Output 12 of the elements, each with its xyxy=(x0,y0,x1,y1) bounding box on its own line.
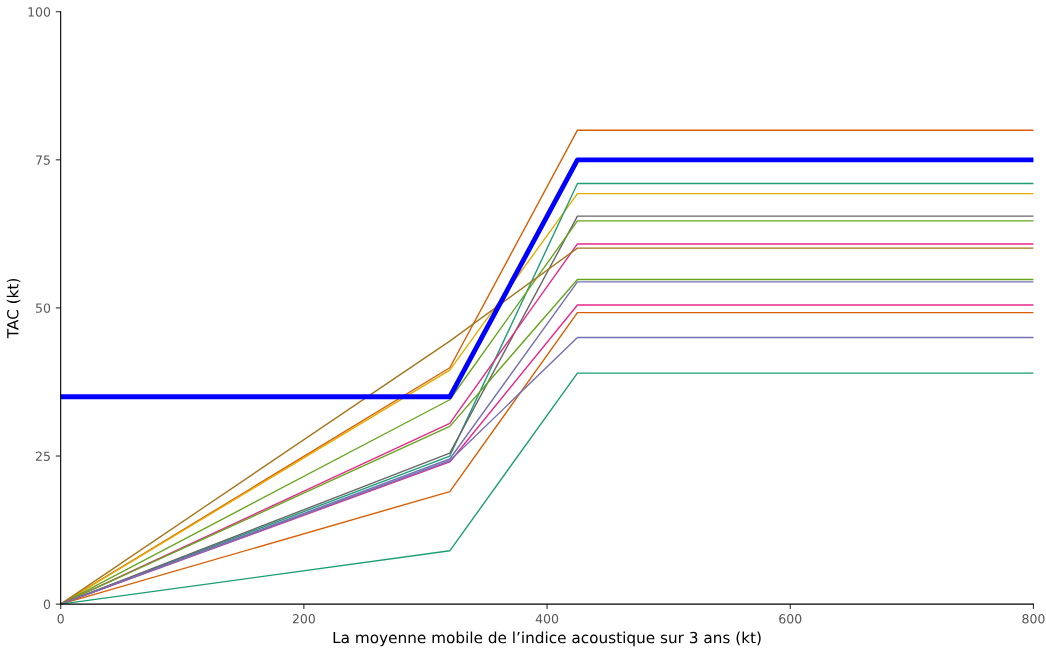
x-tick-label: 200 xyxy=(292,614,315,624)
y-tick-label: 25 xyxy=(35,451,50,461)
x-tick-label: 400 xyxy=(535,614,559,624)
x-axis-title: La moyenne mobile de l’indice acoustique sur 3 ans (kt) xyxy=(333,631,761,647)
y-tick-label: 0 xyxy=(43,599,51,610)
y-tick-label: 100 xyxy=(28,7,51,17)
x-tick-label: 0 xyxy=(57,614,64,624)
y-tick-label: 50 xyxy=(36,303,51,313)
x-tick-label: 800 xyxy=(1022,614,1045,624)
y-axis-title: TAC (kt) xyxy=(6,278,21,339)
y-tick-label: 75 xyxy=(36,155,50,165)
x-tick-label: 600 xyxy=(779,614,802,624)
